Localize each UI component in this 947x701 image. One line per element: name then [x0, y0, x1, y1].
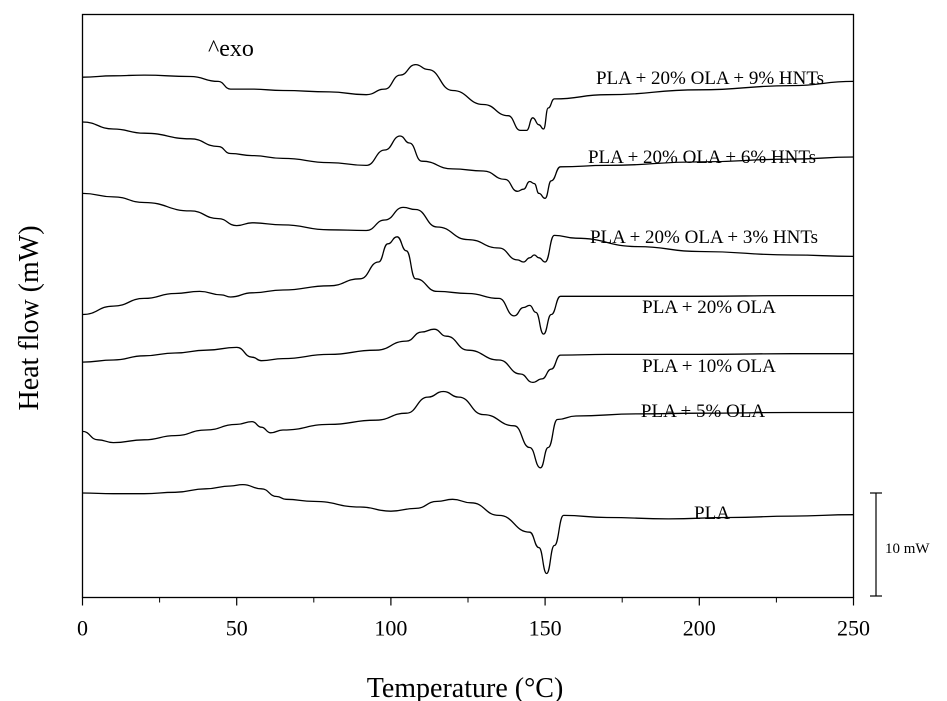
x-axis-ticks: 0 50 100 150 200 250	[77, 597, 870, 641]
series-curve-6	[82, 483, 854, 575]
series-label-2: PLA + 20% OLA + 3% HNTs	[590, 227, 818, 248]
series-curve-5	[82, 390, 854, 469]
x-tick-label-200: 200	[683, 616, 716, 641]
x-axis-label: Temperature (°C)	[367, 673, 564, 701]
x-tick-label-0: 0	[77, 616, 88, 641]
series-label-0: PLA + 20% OLA + 9% HNTs	[596, 68, 824, 89]
x-tick-label-50: 50	[226, 616, 248, 641]
x-tick-label-150: 150	[529, 616, 562, 641]
series-label-6: PLA	[694, 503, 730, 524]
x-tick-label-250: 250	[837, 616, 870, 641]
scale-bar-label: 10 mW	[885, 541, 930, 557]
series-label-3: PLA + 20% OLA	[642, 297, 776, 318]
series-curve-2	[82, 192, 854, 263]
exo-annotation: ^exo	[208, 36, 254, 62]
curves-group	[82, 63, 854, 575]
scale-bar: 10 mW	[870, 492, 930, 597]
x-tick-label-100: 100	[374, 616, 407, 641]
series-curve-4	[82, 328, 854, 384]
y-axis-label: Heat flow (mW)	[14, 225, 45, 410]
series-labels-group: PLA + 20% OLA + 9% HNTs PLA + 20% OLA + 6…	[588, 68, 824, 524]
series-curve-1	[82, 121, 854, 199]
series-label-4: PLA + 10% OLA	[642, 356, 776, 377]
series-label-1: PLA + 20% OLA + 6% HNTs	[588, 147, 816, 168]
series-label-5: PLA + 5% OLA	[641, 401, 765, 422]
series-curve-3	[82, 236, 854, 335]
series-curve-0	[82, 63, 854, 132]
